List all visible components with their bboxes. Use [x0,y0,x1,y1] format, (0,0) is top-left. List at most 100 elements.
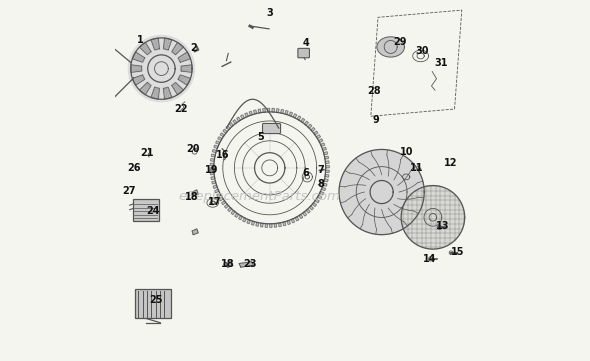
Polygon shape [209,167,215,173]
Polygon shape [139,43,151,55]
Polygon shape [272,108,274,112]
Text: 12: 12 [444,158,457,168]
Polygon shape [211,172,214,175]
Polygon shape [221,201,226,205]
Polygon shape [295,217,299,221]
Polygon shape [297,116,301,120]
Text: 8: 8 [317,179,324,189]
Polygon shape [213,185,217,188]
Text: 5: 5 [257,132,264,142]
Polygon shape [306,209,310,213]
Text: eReplacementParts.com: eReplacementParts.com [178,190,340,203]
Text: 15: 15 [451,247,465,257]
Polygon shape [312,203,316,206]
Polygon shape [308,124,312,128]
Text: 13: 13 [436,221,450,231]
Polygon shape [324,156,329,159]
Polygon shape [256,222,259,226]
Polygon shape [211,154,215,157]
Polygon shape [192,190,198,196]
Polygon shape [223,129,227,133]
Polygon shape [212,181,216,184]
Polygon shape [132,52,145,62]
Polygon shape [139,83,151,95]
Circle shape [339,149,424,235]
Polygon shape [192,229,198,235]
Polygon shape [265,224,267,227]
Polygon shape [309,206,313,210]
Polygon shape [323,152,327,155]
Text: 18: 18 [185,192,199,202]
Text: 23: 23 [243,259,257,269]
Polygon shape [260,223,263,227]
Ellipse shape [377,37,404,57]
Text: 3: 3 [266,8,273,18]
Polygon shape [315,199,319,203]
Polygon shape [235,213,238,217]
Polygon shape [289,112,293,116]
Polygon shape [311,127,315,131]
Polygon shape [215,189,219,193]
Polygon shape [181,65,192,72]
Text: 19: 19 [205,165,219,175]
Polygon shape [226,126,230,130]
Polygon shape [241,115,244,119]
Text: 20: 20 [186,144,200,154]
Polygon shape [281,109,284,113]
Polygon shape [242,218,246,222]
Text: 1: 1 [137,35,144,45]
Polygon shape [258,109,261,113]
Polygon shape [276,109,279,113]
Text: 22: 22 [175,104,188,114]
Polygon shape [172,83,183,95]
Polygon shape [172,43,183,55]
Text: 14: 14 [422,254,436,264]
Polygon shape [210,163,214,166]
Polygon shape [304,121,309,125]
Polygon shape [287,220,290,225]
Polygon shape [325,174,329,177]
Polygon shape [210,168,214,170]
Polygon shape [178,75,191,85]
Text: 28: 28 [368,86,381,96]
Polygon shape [263,109,266,112]
Polygon shape [218,137,222,140]
Polygon shape [325,161,329,164]
Text: 27: 27 [122,186,136,196]
Circle shape [401,186,465,249]
Polygon shape [278,223,281,227]
Text: 16: 16 [216,150,230,160]
Text: 30: 30 [415,46,429,56]
Polygon shape [230,123,234,127]
FancyBboxPatch shape [133,199,159,221]
Polygon shape [326,166,329,168]
Polygon shape [237,117,241,121]
Text: 9: 9 [372,115,379,125]
Text: 2: 2 [190,43,196,53]
Polygon shape [254,110,257,114]
Polygon shape [322,147,326,151]
Circle shape [128,35,195,102]
Polygon shape [228,208,232,212]
FancyBboxPatch shape [298,48,309,58]
Polygon shape [227,262,233,267]
Polygon shape [245,113,248,117]
Text: 4: 4 [303,38,309,48]
Polygon shape [314,131,318,135]
Polygon shape [132,75,145,85]
Polygon shape [303,212,307,216]
Text: 17: 17 [208,197,222,207]
Text: 25: 25 [149,295,163,305]
Text: 26: 26 [127,163,141,173]
Text: 21: 21 [140,148,154,158]
Polygon shape [163,38,172,50]
Polygon shape [322,187,326,191]
Text: 7: 7 [317,165,324,175]
Polygon shape [317,195,322,199]
Polygon shape [301,118,305,123]
Polygon shape [224,204,229,208]
Polygon shape [249,111,253,116]
Polygon shape [214,145,218,148]
Polygon shape [247,219,250,224]
Polygon shape [151,87,159,99]
